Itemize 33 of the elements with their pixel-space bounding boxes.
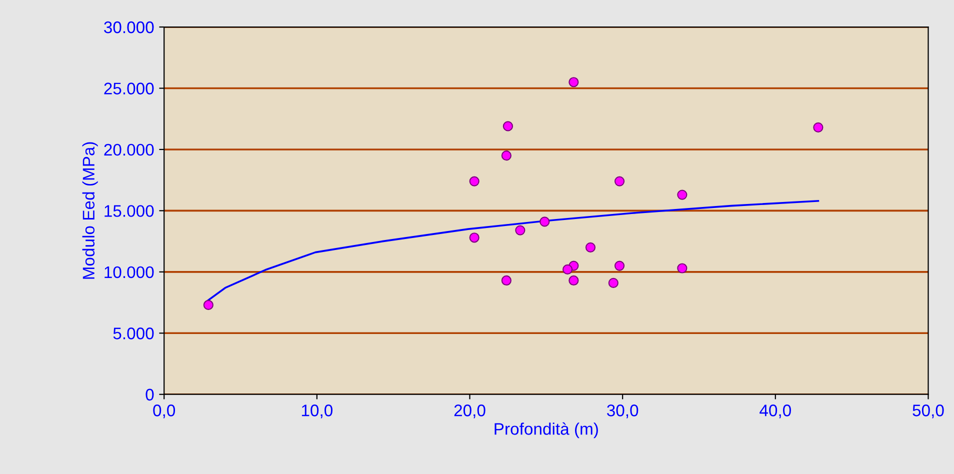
- y-tick-label: 0: [146, 388, 154, 401]
- point: [469, 176, 480, 186]
- point: [501, 150, 512, 161]
- point: [677, 190, 688, 200]
- y-tick-label: 10.000: [104, 266, 154, 278]
- point: [568, 77, 579, 88]
- x-tick-label: 20,0: [454, 404, 486, 418]
- point: [540, 216, 550, 227]
- y-tick-label: 25.000: [104, 82, 154, 94]
- y-tick-label: 20.000: [104, 144, 154, 156]
- x-tick-label: 30,0: [607, 404, 638, 418]
- point: [585, 242, 596, 252]
- x-axis-title: Profondità (m): [494, 422, 598, 438]
- x-tick-label: 40,0: [760, 404, 791, 418]
- point: [614, 260, 625, 271]
- point: [677, 263, 688, 274]
- y-tick-label: 15.000: [104, 205, 154, 217]
- x-tick-label: 10,0: [302, 404, 332, 418]
- y-tick-label: 30.000: [104, 21, 154, 34]
- point: [608, 278, 618, 288]
- x-tick-label: 50,0: [912, 404, 944, 418]
- y-axis-title: Modulo Eed (MPa): [82, 142, 98, 279]
- point: [502, 121, 514, 132]
- point: [515, 225, 526, 236]
- y-tick-label: 5.000: [113, 328, 154, 340]
- point: [813, 122, 824, 132]
- point: [501, 275, 512, 286]
- point: [568, 275, 579, 286]
- point: [562, 264, 573, 275]
- point: [614, 176, 625, 186]
- x-tick-label: 0,0: [153, 404, 176, 418]
- point: [469, 232, 480, 243]
- point: [203, 300, 214, 310]
